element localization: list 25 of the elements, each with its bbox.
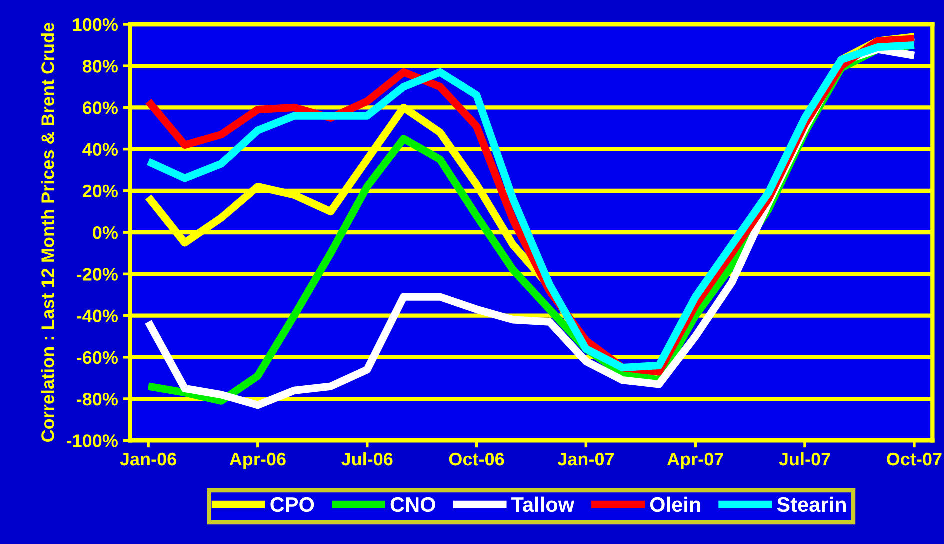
y-tick-label: 20% [82,184,118,198]
x-tick-label: Oct-07 [887,452,942,466]
y-tick-label: 40% [82,143,118,156]
legend-label: Tallow [512,496,575,512]
y-tick-label: 0% [93,226,118,240]
legend-label: CNO [390,497,436,512]
y-tick-label: -20% [77,268,118,281]
legend-label: Stearin [777,496,846,512]
y-tick-label: -100% [66,434,118,448]
x-tick-label: Apr-06 [230,452,286,470]
x-tick-label: Jan-07 [558,452,614,466]
x-tick-label: Jul-07 [779,452,830,466]
y-tick-label: 80% [82,60,118,73]
y-tick-label: -60% [77,351,118,364]
y-axis-title: Correlation : Last 12 Month Prices & Brent Crude [41,22,54,442]
x-tick-label: Apr-07 [667,452,724,470]
y-tick-label: 60% [82,102,118,114]
y-tick-label: 100% [73,18,118,32]
y-tick-label: -40% [77,310,118,323]
y-tick-label: -80% [77,392,118,406]
x-tick-label: Oct-06 [449,452,504,466]
legend-label: CPO [270,497,314,512]
x-tick-label: Jul-06 [342,452,393,466]
legend-label: Olein [650,496,700,512]
x-tick-label: Jan-06 [120,452,176,466]
